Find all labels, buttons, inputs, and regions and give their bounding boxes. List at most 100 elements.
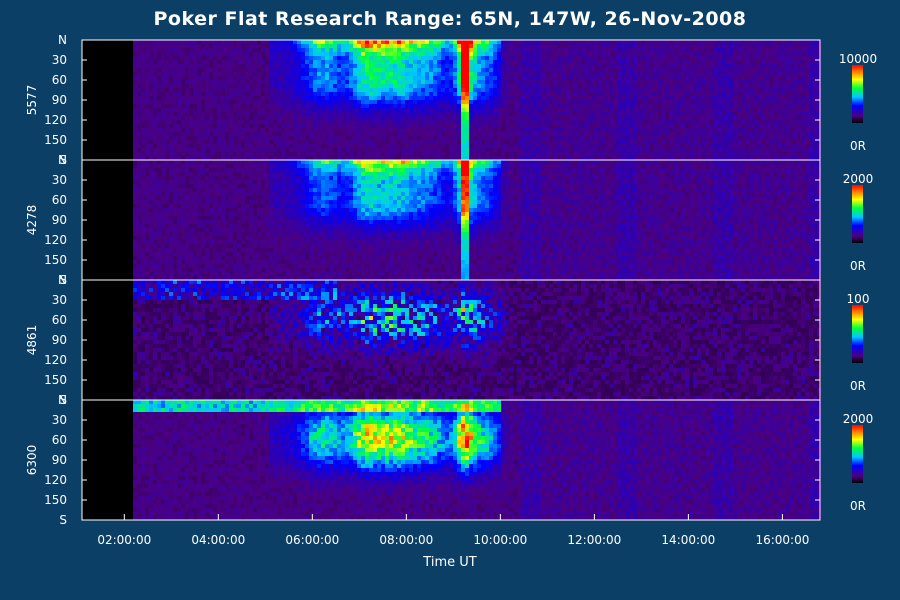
heatmap-cell [629, 128, 633, 132]
heatmap-cell [661, 132, 665, 136]
heatmap-cell [725, 72, 729, 76]
heatmap-cell [661, 144, 665, 148]
heatmap-cell [509, 56, 513, 60]
heatmap-cell [405, 44, 409, 48]
heatmap-cell [157, 100, 161, 104]
heatmap-cell [521, 148, 525, 152]
heatmap-cell [177, 40, 181, 44]
heatmap-cell [201, 112, 205, 116]
heatmap-cell [761, 80, 765, 84]
heatmap-cell [501, 80, 505, 84]
heatmap-cell [537, 56, 541, 60]
heatmap-cell [261, 40, 265, 44]
heatmap-cell [345, 92, 349, 96]
heatmap-cell [625, 116, 629, 120]
heatmap-cell [141, 108, 145, 112]
heatmap-cell [745, 108, 749, 112]
heatmap-cell [605, 96, 609, 100]
heatmap-cell [401, 72, 405, 76]
heatmap-cell [189, 52, 193, 56]
heatmap-cell [453, 48, 457, 52]
heatmap-cell [693, 80, 697, 84]
heatmap-cell [789, 88, 793, 92]
heatmap-cell [189, 120, 193, 124]
heatmap-cell [709, 68, 713, 72]
heatmap-cell [553, 40, 557, 44]
heatmap-cell [517, 96, 521, 100]
heatmap-cell [689, 112, 693, 116]
heatmap-cell [509, 84, 513, 88]
heatmap-cell [485, 56, 489, 60]
heatmap-cell [393, 144, 397, 148]
heatmap-cell [757, 148, 761, 152]
heatmap-cell [493, 68, 497, 72]
heatmap-cell [221, 112, 225, 116]
heatmap-cell [653, 64, 657, 68]
heatmap-cell [329, 40, 333, 44]
heatmap-cell [249, 152, 253, 156]
heatmap-cell [729, 88, 733, 92]
heatmap-cell [209, 52, 213, 56]
heatmap-cell [681, 48, 685, 52]
heatmap-cell [217, 104, 221, 108]
heatmap-cell [437, 148, 441, 152]
heatmap-cell [553, 88, 557, 92]
heatmap-cell [789, 132, 793, 136]
heatmap-cell [673, 88, 677, 92]
heatmap-cell [465, 48, 469, 52]
heatmap-cell [789, 116, 793, 120]
heatmap-cell [241, 88, 245, 92]
heatmap-cell [577, 72, 581, 76]
heatmap-cell [517, 52, 521, 56]
heatmap-cell [233, 92, 237, 96]
heatmap-cell [433, 92, 437, 96]
heatmap-cell [717, 104, 721, 108]
heatmap-cell [341, 76, 345, 80]
heatmap-cell [521, 76, 525, 80]
heatmap-cell [357, 72, 361, 76]
heatmap-cell [329, 156, 333, 160]
heatmap-cell [313, 84, 317, 88]
heatmap-cell [293, 112, 297, 116]
heatmap-cell [453, 68, 457, 72]
heatmap-cell [509, 68, 513, 72]
heatmap-cell [393, 40, 397, 44]
heatmap-cell [437, 68, 441, 72]
heatmap-cell [457, 112, 461, 116]
heatmap-cell [501, 132, 505, 136]
heatmap-cell [313, 124, 317, 128]
heatmap-cell [253, 100, 257, 104]
heatmap-cell [241, 60, 245, 64]
heatmap-cell [261, 132, 265, 136]
heatmap-cell [389, 76, 393, 80]
heatmap-cell [621, 128, 625, 132]
heatmap-cell [533, 60, 537, 64]
heatmap-cell [473, 116, 477, 120]
heatmap-cell [673, 100, 677, 104]
heatmap-cell [253, 120, 257, 124]
heatmap-cell [577, 52, 581, 56]
heatmap-cell [549, 112, 553, 116]
heatmap-cell [421, 88, 425, 92]
heatmap-cell [473, 140, 477, 144]
heatmap-cell [145, 152, 149, 156]
heatmap-cell [405, 60, 409, 64]
heatmap-cell [281, 152, 285, 156]
heatmap-cell [657, 40, 661, 44]
heatmap-cell [521, 152, 525, 156]
heatmap-cell [357, 136, 361, 140]
heatmap-cell [333, 44, 337, 48]
heatmap-cell [665, 96, 669, 100]
heatmap-cell [457, 68, 461, 72]
heatmap-cell [441, 148, 445, 152]
heatmap-cell [409, 128, 413, 132]
heatmap-cell [285, 64, 289, 68]
heatmap-cell [133, 44, 137, 48]
heatmap-cell [209, 124, 213, 128]
heatmap-cell [177, 56, 181, 60]
heatmap-cell [385, 44, 389, 48]
heatmap-cell [749, 88, 753, 92]
heatmap-cell [173, 156, 177, 160]
heatmap-cell [789, 112, 793, 116]
heatmap-cell [325, 120, 329, 124]
